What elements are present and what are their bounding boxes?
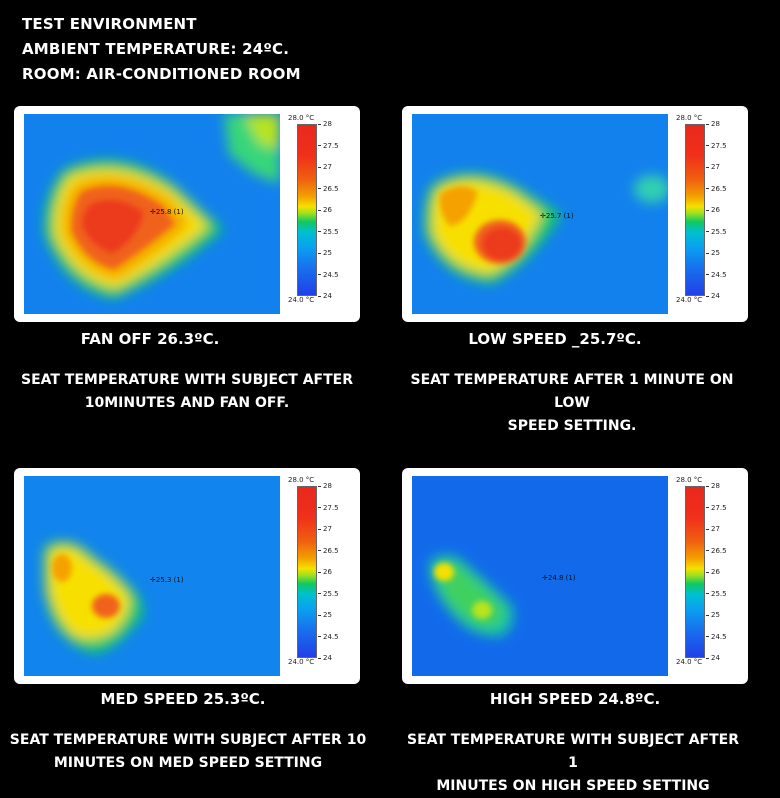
thermal-image [24, 476, 280, 676]
description-line: SPEED SETTING. [507, 418, 637, 434]
scale-tick-label: 24.5 [318, 633, 339, 641]
scale-tick-label: 27 [318, 163, 332, 171]
scale-tick-label: 24 [318, 654, 332, 662]
caption-fan-off: FAN OFF 26.3ºC. [80, 330, 220, 348]
description-high-speed: SEAT TEMPERATURE WITH SUBJECT AFTER 1 MI… [400, 729, 746, 798]
color-scale-bar [297, 124, 317, 296]
color-scale-bar [297, 486, 317, 658]
caption-high-speed: HIGH SPEED 24.8ºC. [489, 690, 661, 708]
scale-tick-label: 26 [706, 568, 720, 576]
scale-tick-label: 28 [706, 482, 720, 490]
scale-tick-label: 26.5 [706, 185, 727, 193]
thermal-panel-fan-off: ✛25.8 (1) 28.0 °C 28 27.5 27 26.5 26 25.5 25 24… [14, 106, 360, 322]
scale-min-label: 24.0 °C [288, 296, 315, 304]
scale-tick-label: 26 [318, 206, 332, 214]
scale-tick-label: 26.5 [706, 547, 727, 555]
scale-tick-label: 28 [706, 120, 720, 128]
scale-max-label: 28.0 °C [676, 476, 703, 484]
scale-tick-label: 25.5 [706, 228, 727, 236]
scale-tick-label: 25.5 [706, 590, 727, 598]
scale-tick-label: 25 [318, 249, 332, 257]
scale-tick-label: 25.5 [318, 228, 339, 236]
color-scale-bar [685, 486, 705, 658]
scale-min-label: 24.0 °C [676, 296, 703, 304]
scale-tick-label: 24 [318, 292, 332, 300]
scale-min-label: 24.0 °C [676, 658, 703, 666]
thermal-image [24, 114, 280, 314]
scale-min-label: 24.0 °C [288, 658, 315, 666]
scale-tick-label: 28 [318, 482, 332, 490]
description-low-speed: SEAT TEMPERATURE AFTER 1 MINUTE ON LOW S… [392, 369, 752, 438]
scale-tick-label: 26 [318, 568, 332, 576]
color-scale-bar [685, 124, 705, 296]
scale-tick-label: 26.5 [318, 547, 339, 555]
description-line: 10MINUTES AND FAN OFF. [84, 395, 290, 411]
scale-tick-label: 27.5 [318, 504, 339, 512]
scale-ticks: 28 27.5 27 26.5 26 25.5 25 24.5 24 [318, 120, 354, 300]
description-line: MINUTES ON MED SPEED SETTING [53, 755, 323, 771]
room-type: ROOM: AIR-CONDITIONED ROOM [22, 65, 301, 83]
scale-tick-label: 24.5 [706, 271, 727, 279]
scale-max-label: 28.0 °C [288, 114, 315, 122]
scale-tick-label: 24.5 [318, 271, 339, 279]
test-environment-info: TEST ENVIRONMENT AMBIENT TEMPERATURE: 24… [22, 12, 301, 87]
scale-tick-label: 25 [706, 611, 720, 619]
scale-tick-label: 24.5 [706, 633, 727, 641]
description-line: SEAT TEMPERATURE WITH SUBJECT AFTER [20, 372, 354, 388]
spot-reading: ✛25.3 (1) [150, 576, 184, 584]
scale-tick-label: 27 [318, 525, 332, 533]
thermal-image [412, 114, 668, 314]
scale-tick-label: 26.5 [318, 185, 339, 193]
scale-tick-label: 27.5 [318, 142, 339, 150]
scale-tick-label: 26 [706, 206, 720, 214]
scale-tick-label: 25.5 [318, 590, 339, 598]
spot-reading: ✛24.8 (1) [542, 574, 576, 582]
environment-title: TEST ENVIRONMENT [22, 15, 197, 33]
scale-tick-label: 27 [706, 525, 720, 533]
description-line: SEAT TEMPERATURE AFTER 1 MINUTE ON LOW [410, 372, 734, 411]
caption-med-speed: MED SPEED 25.3ºC. [100, 690, 266, 708]
scale-max-label: 28.0 °C [676, 114, 703, 122]
scale-tick-label: 24 [706, 654, 720, 662]
description-med-speed: SEAT TEMPERATURE WITH SUBJECT AFTER 10 M… [8, 729, 368, 775]
ambient-temperature: AMBIENT TEMPERATURE: 24ºC. [22, 40, 290, 58]
thermal-panel-med-speed: ✛25.3 (1) 28.0 °C 28 27.5 27 26.5 26 25.5 25 24… [14, 468, 360, 684]
scale-tick-label: 27.5 [706, 504, 727, 512]
scale-tick-label: 25 [318, 611, 332, 619]
scale-tick-label: 24 [706, 292, 720, 300]
scale-ticks: 28 27.5 27 26.5 26 25.5 25 24.5 24 [318, 482, 354, 662]
scale-tick-label: 25 [706, 249, 720, 257]
spot-reading: ✛25.8 (1) [150, 208, 184, 216]
caption-low-speed: LOW SPEED _25.7ºC. [468, 330, 642, 348]
thermal-panel-high-speed: ✛24.8 (1) 28.0 °C 28 27.5 27 26.5 26 25.5 25 24… [402, 468, 748, 684]
scale-ticks: 28 27.5 27 26.5 26 25.5 25 24.5 24 [706, 482, 742, 662]
spot-reading: ✛25.7 (1) [540, 212, 574, 220]
thermal-panel-low-speed: ✛25.7 (1) 28.0 °C 28 27.5 27 26.5 26 25.5 25 24… [402, 106, 748, 322]
scale-tick-label: 28 [318, 120, 332, 128]
description-line: SEAT TEMPERATURE WITH SUBJECT AFTER 1 [406, 732, 740, 771]
description-line: MINUTES ON HIGH SPEED SETTING [436, 778, 710, 794]
thermal-image [412, 476, 668, 676]
description-line: SEAT TEMPERATURE WITH SUBJECT AFTER 10 [9, 732, 367, 748]
scale-max-label: 28.0 °C [288, 476, 315, 484]
description-fan-off: SEAT TEMPERATURE WITH SUBJECT AFTER 10MI… [14, 369, 360, 415]
scale-tick-label: 27 [706, 163, 720, 171]
scale-ticks: 28 27.5 27 26.5 26 25.5 25 24.5 24 [706, 120, 742, 300]
scale-tick-label: 27.5 [706, 142, 727, 150]
